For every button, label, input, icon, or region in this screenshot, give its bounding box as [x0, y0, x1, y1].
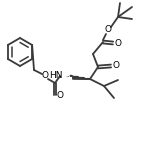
Text: O: O: [115, 39, 122, 48]
Text: O: O: [56, 91, 63, 100]
Text: HN: HN: [49, 70, 63, 79]
Text: ···: ···: [65, 74, 72, 80]
Text: O: O: [105, 26, 112, 35]
Text: O: O: [41, 71, 49, 80]
Text: O: O: [112, 61, 119, 70]
